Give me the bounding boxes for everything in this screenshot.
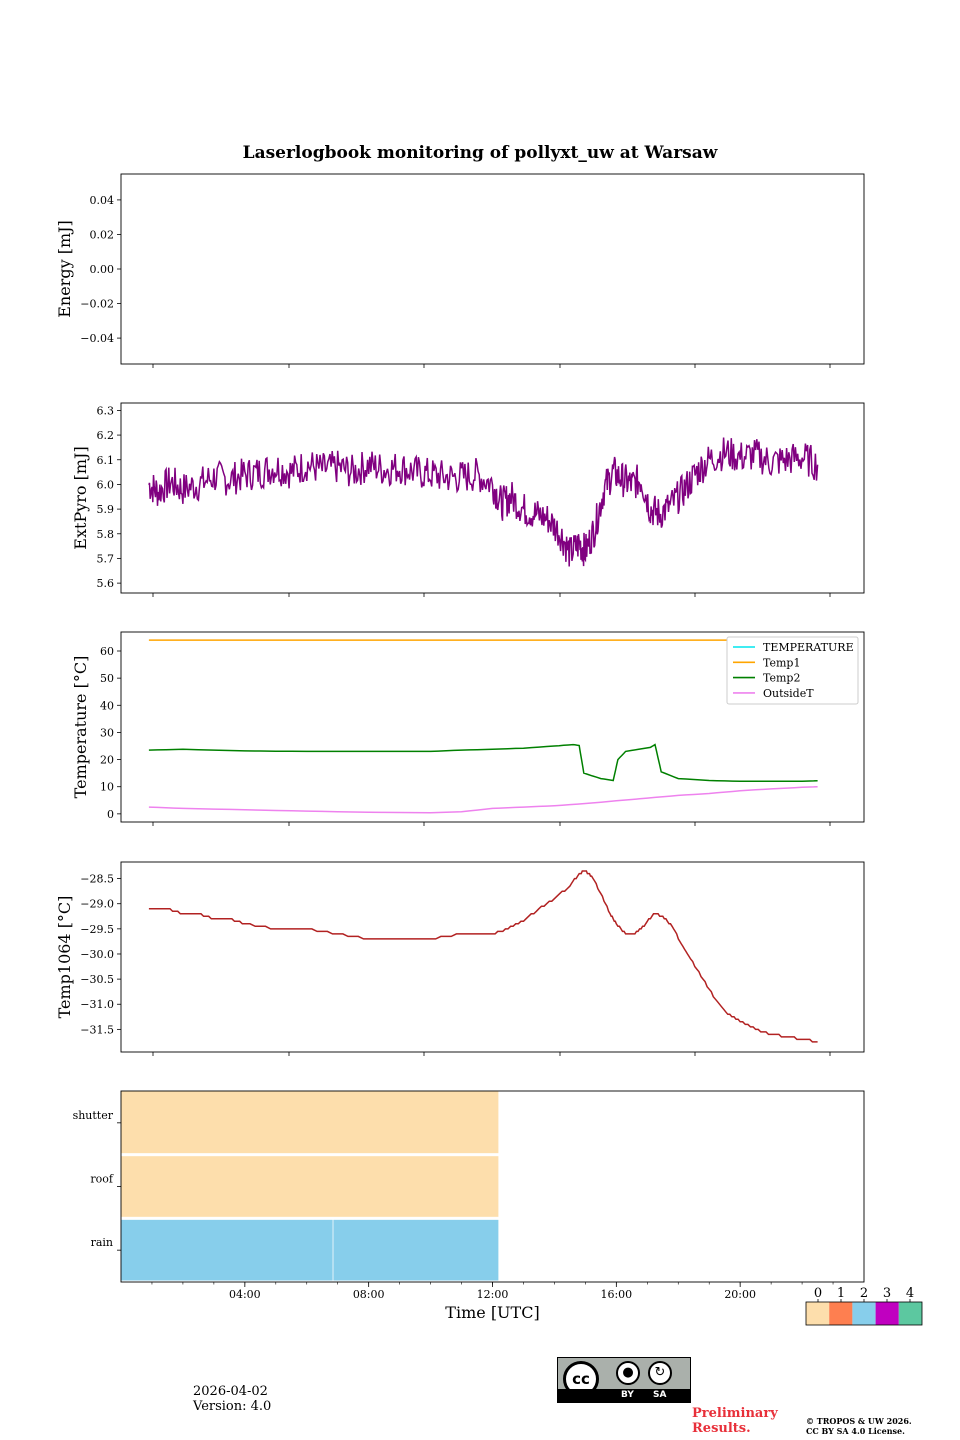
ytick-label: 0 (107, 808, 114, 821)
ytick-label: −31.5 (80, 1023, 114, 1036)
axes-frame-status (120, 1090, 865, 1283)
copyright-line-2: CC BY SA 4.0 License. (806, 1426, 905, 1436)
colorbar-swatch-0 (806, 1302, 830, 1325)
figure-title: Laserlogbook monitoring of pollyxt_uw at… (243, 143, 718, 163)
colorbar-tick-label: 4 (906, 1286, 914, 1301)
series-line-extpyro (148, 437, 819, 567)
ytick-label: 6.1 (97, 454, 115, 467)
panel-status: shutter roof rain 04:00 08:00 12:00 16:00 20:00… (73, 1090, 923, 1326)
status-row-label-roof: roof (90, 1173, 114, 1186)
xtick-label: 04:00 (229, 1288, 261, 1301)
colorbar-swatch-4 (898, 1302, 922, 1325)
legend-label-temp1: Temp1 (763, 656, 800, 669)
xlabel-time: Time [UTC] (445, 1303, 539, 1322)
ytick-label: −29.0 (80, 898, 114, 911)
panel-temp1064: −28.5 −29.0 −29.5 −30.0 −30.5 −31.0 −31.5 Temp1… (55, 861, 865, 1056)
colorbar-swatch-1 (829, 1302, 853, 1325)
ytick-label: 0.02 (90, 228, 115, 241)
ylabel-energy: Energy [mJ] (55, 220, 74, 318)
ylabel-extpyro: ExtPyro [mJ] (71, 446, 90, 549)
ytick-label: 5.8 (97, 528, 115, 541)
xtick-label: 20:00 (724, 1288, 756, 1301)
legend-label-temperature: TEMPERATURE (763, 641, 854, 654)
badge-bar (558, 1389, 690, 1402)
status-block-rain (332, 1219, 499, 1282)
ytick-label: 0.04 (90, 194, 115, 207)
ytick-label: −29.5 (80, 923, 114, 936)
copyright-note: © TROPOS & UW 2026. CC BY SA 4.0 License… (806, 1416, 956, 1436)
legend-box (726, 636, 859, 705)
ytick-label: 6.3 (97, 404, 115, 417)
colorbar-swatch-3 (875, 1302, 899, 1325)
ytick-label: 6.0 (97, 478, 115, 491)
footer-info: 2026-04-02 Version: 4.0 (193, 1384, 271, 1414)
axes-frame-temperature (120, 631, 865, 823)
colorbar-swatch-2 (852, 1302, 876, 1325)
series-line-temp2 (148, 743, 818, 783)
cc-license-badge[interactable]: cc ● ↻ BY SA (557, 1357, 691, 1403)
ytick-label: 10 (100, 781, 114, 794)
colorbar-tick-label: 3 (883, 1286, 891, 1301)
panel-temperature: 60 50 40 30 20 10 0 Temperature [°C] TEMPERATURE… (71, 631, 865, 826)
copyright-line-1: © TROPOS & UW 2026. (806, 1416, 912, 1426)
series-line-temp1064 (148, 870, 818, 1043)
status-block-shutter (120, 1090, 499, 1154)
ytick-label: −0.02 (80, 298, 114, 311)
badge-sa-label: SA (653, 1390, 667, 1400)
colorbar-tick-label: 1 (837, 1286, 845, 1301)
colorbar-tick-label: 2 (860, 1286, 868, 1301)
panel-extpyro: 6.3 6.2 6.1 6.0 5.9 5.8 5.7 5.6 ExtPyro [mJ] (71, 402, 865, 597)
ylabel-temperature: Temperature [°C] (71, 656, 90, 799)
series-line-outsidet (148, 785, 818, 814)
panel-energy: 0.04 0.02 0.00 −0.02 −0.04 Energy [mJ] (55, 173, 865, 368)
status-block-rain (120, 1219, 334, 1282)
axes-frame-energy (120, 173, 865, 365)
axes-frame-temp1064 (120, 861, 865, 1053)
status-row-label-rain: rain (91, 1236, 113, 1249)
preliminary-results-note: Preliminary Results. (692, 1406, 778, 1436)
colorbar-tick-label: 0 (814, 1286, 822, 1301)
ytick-label: 0.00 (90, 263, 115, 276)
xtick-label: 08:00 (353, 1288, 385, 1301)
ytick-label: 5.6 (97, 577, 115, 590)
status-row-label-shutter: shutter (73, 1109, 114, 1122)
ytick-label: −31.0 (80, 998, 114, 1011)
ytick-label: 20 (100, 754, 114, 767)
share-alike-icon: ↻ (648, 1361, 672, 1385)
xtick-label: 12:00 (477, 1288, 509, 1301)
legend-label-temp2: Temp2 (763, 672, 800, 685)
ytick-label: 30 (100, 726, 114, 739)
ylabel-temp1064: Temp1064 [°C] (55, 896, 74, 1019)
footer-version: Version: 4.0 (193, 1399, 272, 1414)
ytick-label: −28.5 (80, 873, 114, 886)
ytick-label: 5.7 (97, 552, 115, 565)
legend-label-outsidet: OutsideT (763, 687, 814, 700)
badge-by-label: BY (621, 1390, 634, 1400)
xtick-label: 16:00 (600, 1288, 632, 1301)
person-icon: ● (616, 1361, 640, 1385)
footer-date: 2026-04-02 (193, 1384, 268, 1399)
ytick-label: 5.9 (97, 503, 115, 516)
axes-frame-extpyro (120, 402, 865, 594)
ytick-label: 6.2 (97, 429, 115, 442)
ytick-label: 50 (100, 672, 114, 685)
ytick-label: −30.0 (80, 948, 114, 961)
ytick-label: −30.5 (80, 973, 114, 986)
ytick-label: 60 (100, 645, 114, 658)
status-block-roof (120, 1155, 499, 1218)
ytick-label: 40 (100, 699, 114, 712)
ytick-label: −0.04 (80, 332, 114, 345)
